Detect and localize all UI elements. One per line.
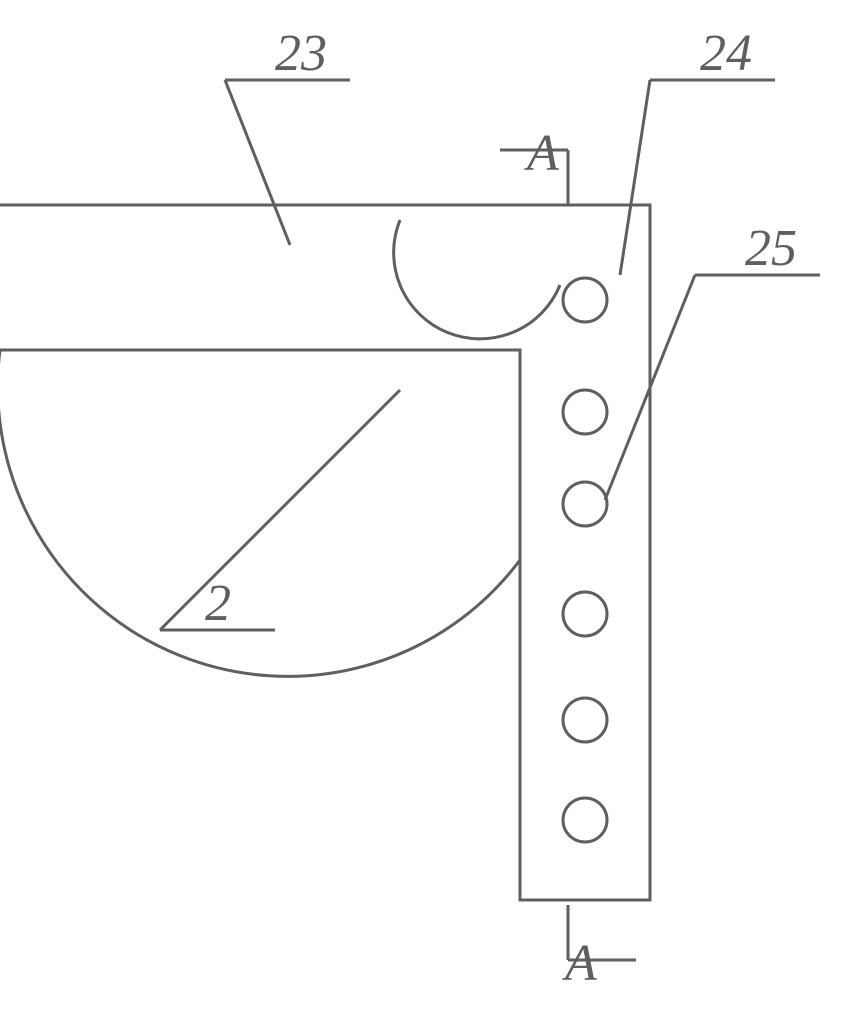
bracket-outline bbox=[0, 205, 650, 900]
bracket-hole bbox=[563, 798, 607, 842]
label-25: 25 bbox=[745, 220, 797, 277]
bracket-hole bbox=[563, 698, 607, 742]
bracket-holes bbox=[563, 278, 607, 842]
bracket-hole bbox=[563, 390, 607, 434]
bracket-hole bbox=[563, 278, 607, 322]
label-23: 23 bbox=[275, 25, 327, 82]
callout-25 bbox=[605, 275, 820, 500]
diagram-canvas: 23 24 25 2 A A bbox=[0, 0, 846, 1022]
bracket-hole bbox=[563, 482, 607, 526]
pointer-24-arc bbox=[394, 220, 560, 339]
callout-leaders bbox=[160, 80, 820, 630]
callout-2 bbox=[160, 390, 400, 630]
part-2-arc bbox=[0, 350, 520, 900]
label-2: 2 bbox=[205, 575, 231, 632]
bracket-hole bbox=[563, 592, 607, 636]
label-24: 24 bbox=[700, 25, 752, 82]
callout-23 bbox=[225, 80, 350, 245]
section-label-a-top: A bbox=[524, 125, 559, 182]
section-label-a-bottom: A bbox=[562, 935, 597, 992]
